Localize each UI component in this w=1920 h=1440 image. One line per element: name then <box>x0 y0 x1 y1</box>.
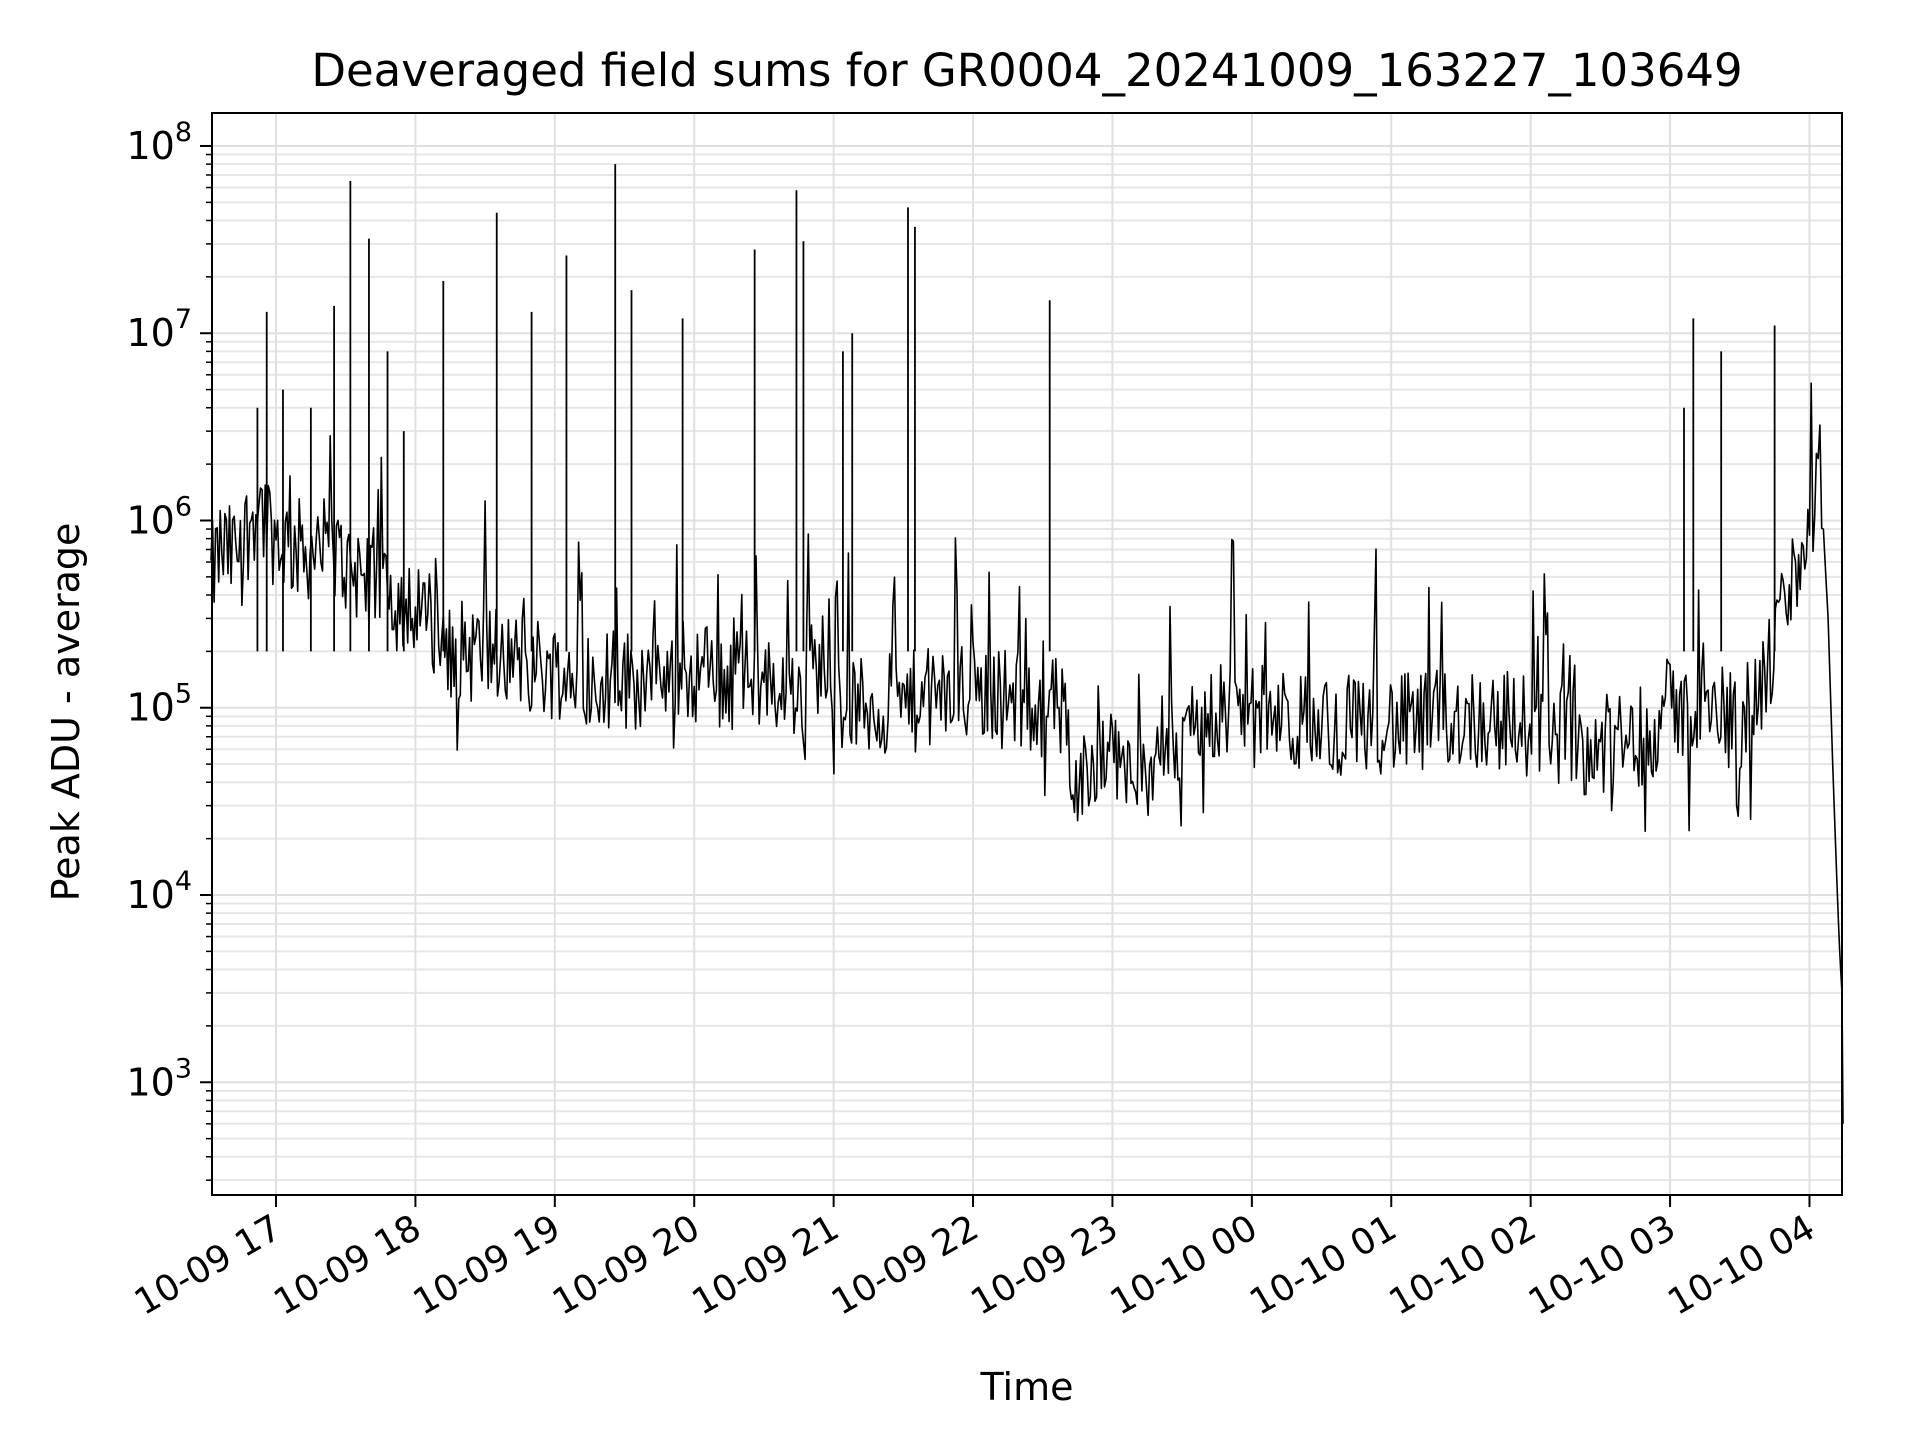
x-tick-label: 10-09 17 <box>128 1207 289 1323</box>
y-tick-label: 106 <box>126 491 192 542</box>
x-tick-label: 10-09 21 <box>685 1207 846 1323</box>
plot-frame <box>211 112 1843 1196</box>
y-axis-label: Peak ADU - average <box>44 522 88 902</box>
y-tick-label: 104 <box>126 866 192 917</box>
x-tick-label: 10-10 02 <box>1382 1207 1543 1323</box>
x-axis-label: Time <box>980 1365 1074 1409</box>
y-tick-label: 103 <box>126 1053 192 1104</box>
x-tick-label: 10-09 22 <box>825 1207 986 1323</box>
y-tick-label: 107 <box>126 304 192 355</box>
y-axis: 103 104 105 106 107 108 <box>126 117 212 1181</box>
series-line <box>210 382 1844 1124</box>
y-tick-label: 108 <box>126 117 192 168</box>
x-tick-label: 10-09 19 <box>407 1207 568 1323</box>
chart-title: Deaveraged field sums for GR0004_2024100… <box>311 44 1743 97</box>
x-tick-label: 10-10 04 <box>1661 1207 1822 1323</box>
y-tick-label: 105 <box>126 679 192 730</box>
x-tick-label: 10-10 01 <box>1243 1207 1404 1323</box>
x-tick-label: 10-09 20 <box>546 1207 707 1323</box>
grid-major <box>212 113 1842 1195</box>
x-tick-label: 10-09 23 <box>964 1207 1125 1323</box>
x-tick-label: 10-10 03 <box>1522 1207 1683 1323</box>
x-tick-label: 10-09 18 <box>267 1207 428 1323</box>
plot-series <box>210 164 1844 1124</box>
x-tick-label: 10-10 00 <box>1104 1207 1265 1323</box>
